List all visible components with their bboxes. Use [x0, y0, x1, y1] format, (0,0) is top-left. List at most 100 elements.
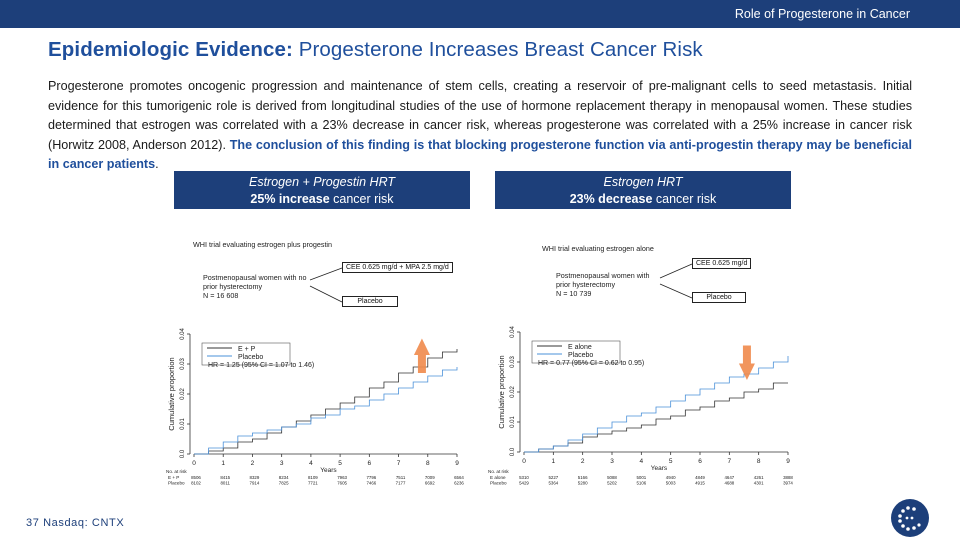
x-tick-label: 8: [426, 460, 430, 467]
at-risk-value: 5088: [607, 475, 617, 480]
km-chart-estrogen-alone: 0.0 0.01 0.02 0.03 0.04 Cumulative proportion…: [488, 326, 793, 486]
at-risk-value: 7963: [337, 475, 347, 480]
increase-arrow-icon: [413, 338, 430, 373]
legend-label: E + P: [238, 346, 256, 353]
panel-result: 23% decrease cancer risk: [495, 191, 791, 208]
at-risk-value: 4849: [695, 475, 705, 480]
at-risk-value: 6564: [454, 475, 464, 480]
km-chart-estrogen-progestin: 0.0 0.01 0.02 0.03 0.04 Cumulative proportion…: [166, 328, 464, 486]
at-risk-row-name: Placebo: [490, 481, 507, 486]
y-tick-label: 0.04: [180, 328, 186, 340]
at-risk-value: 6692: [425, 481, 435, 486]
panel-header-e: Estrogen HRT 23% decrease cancer risk: [495, 171, 791, 209]
y-tick-label: 0.01: [510, 416, 516, 428]
x-tick-label: 9: [455, 460, 459, 467]
panel-result-rest: cancer risk: [329, 192, 394, 206]
top-bar: Role of Progesterone in Cancer: [0, 0, 960, 28]
hazard-ratio-text: HR = 0.77 (95% CI = 0.62 to 0.95): [538, 360, 644, 367]
x-axis-label: Years: [320, 467, 337, 474]
trial-branch-lines: [659, 263, 693, 299]
at-risk-value: 4688: [724, 481, 734, 486]
at-risk-value: 5280: [578, 481, 588, 486]
x-tick-label: 5: [669, 458, 673, 465]
at-risk-row-name: E alone: [490, 475, 506, 480]
x-tick-label: 6: [698, 458, 702, 465]
panel-result-bold: 25% increase: [250, 192, 330, 206]
at-risk-value: 6236: [454, 481, 464, 486]
treatment-arm-box: CEE 0.625 mg/d + MPA 2.5 mg/d: [342, 262, 453, 273]
company-logo-icon: [891, 499, 929, 537]
at-risk-value: 7825: [279, 481, 289, 486]
placebo-arm-box: Placebo: [692, 292, 746, 303]
population-line: Postmenopausal women with no: [203, 273, 307, 282]
panel-header-ep: Estrogen + Progestin HRT 25% increase ca…: [174, 171, 470, 209]
x-tick-label: 0: [192, 460, 196, 467]
x-axis-label: Years: [651, 465, 668, 472]
at-risk-value: 5001: [636, 475, 646, 480]
at-risk-value: 7466: [366, 481, 376, 486]
series-line: [194, 367, 458, 455]
footer-text: 37 Nasdaq: CNTX: [26, 517, 125, 529]
series-line: [524, 356, 789, 453]
x-tick-label: 7: [397, 460, 401, 467]
legend-label: Placebo: [568, 352, 593, 359]
y-tick-label: 0.03: [180, 358, 186, 370]
trial-title: WHI trial evaluating estrogen plus proge…: [193, 240, 333, 249]
x-tick-label: 4: [309, 460, 313, 467]
panel-result-rest: cancer risk: [652, 192, 717, 206]
at-risk-value: 8102: [191, 481, 201, 486]
at-risk-value: 5429: [519, 481, 529, 486]
at-risk-value: 7511: [396, 475, 406, 480]
at-risk-value: 5202: [607, 481, 617, 486]
at-risk-value: 7177: [396, 481, 406, 486]
panel-result-bold: 23% decrease: [569, 192, 653, 206]
population-line: Postmenopausal women with: [556, 271, 650, 280]
y-tick-label: 0.02: [180, 388, 186, 400]
legend-box: [201, 342, 291, 366]
at-risk-value: 4915: [695, 481, 705, 486]
at-risk-value: 8234: [279, 475, 289, 480]
x-tick-label: 2: [581, 458, 585, 465]
at-risk-value: 7009: [425, 475, 435, 480]
at-risk-value: 4301: [754, 481, 764, 486]
x-tick-label: 5: [338, 460, 342, 467]
at-risk-label: No. at risk: [488, 469, 509, 474]
x-tick-label: 3: [610, 458, 614, 465]
trial-population: Postmenopausal women with no prior hyste…: [203, 273, 306, 300]
at-risk-value: 4940: [666, 475, 676, 480]
legend-box: [531, 340, 621, 364]
intro-end: .: [155, 157, 159, 171]
decrease-arrow-icon: [738, 345, 755, 380]
trial-branch-lines: [309, 267, 343, 303]
x-tick-label: 8: [757, 458, 761, 465]
logo-dots: [898, 506, 921, 531]
at-risk-value: 5364: [548, 481, 558, 486]
at-risk-value: 3888: [783, 475, 793, 480]
y-axis-label: Cumulative proportion: [497, 355, 506, 428]
y-tick-label: 0.01: [180, 418, 186, 430]
panel-result: 25% increase cancer risk: [174, 191, 470, 208]
at-risk-value: 5310: [519, 475, 529, 480]
x-tick-label: 1: [552, 458, 556, 465]
at-risk-value: 5106: [636, 481, 646, 486]
page-title-rest: Progesterone Increases Breast Cancer Ris…: [292, 38, 703, 61]
population-line: prior hysterectomy: [556, 280, 616, 289]
at-risk-value: 8415: [220, 475, 230, 480]
at-risk-value: 8109: [308, 475, 318, 480]
at-risk-value: 8329: [250, 475, 260, 480]
trial-population: Postmenopausal women with prior hysterec…: [556, 271, 650, 298]
x-tick-label: 7: [728, 458, 732, 465]
x-tick-label: 2: [251, 460, 255, 467]
at-risk-value: 7796: [366, 475, 376, 480]
legend-label: Placebo: [238, 354, 263, 361]
intro-text: Progesterone promotes oncogenic progress…: [48, 79, 912, 152]
at-risk-row-name: E + P: [168, 475, 179, 480]
at-risk-value: 7721: [308, 481, 318, 486]
legend-label: E alone: [568, 344, 592, 351]
population-line: N = 16 608: [203, 291, 239, 300]
at-risk-value: 8506: [191, 475, 201, 480]
series-line: [524, 382, 788, 453]
at-risk-value: 5227: [548, 475, 558, 480]
at-risk-value: 7605: [337, 481, 347, 486]
x-tick-label: 4: [640, 458, 644, 465]
